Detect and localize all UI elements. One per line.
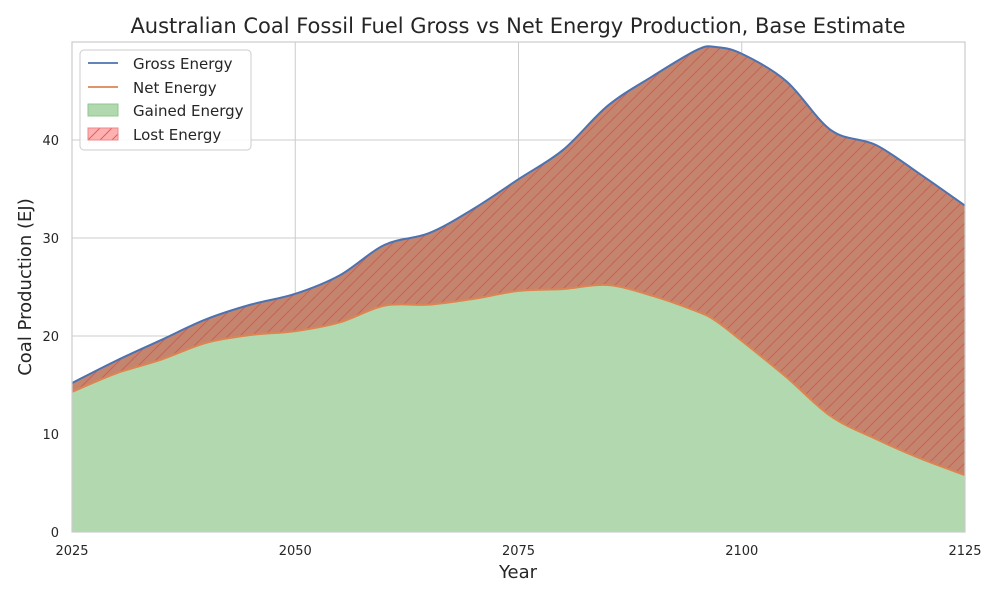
y-axis-label: Coal Production (EJ) <box>15 198 36 376</box>
legend: Gross Energy Net Energy Gained Energy Lo… <box>79 49 252 151</box>
areas <box>72 46 965 532</box>
x-axis-label: Year <box>498 562 538 583</box>
x-tick-label-0: 2025 <box>55 544 88 559</box>
x-tick-label-4: 2125 <box>948 544 981 559</box>
legend-net-label: Net Energy <box>133 79 217 97</box>
legend-box <box>79 49 252 151</box>
x-tick-label-2: 2075 <box>502 544 535 559</box>
x-ticks: 2025 2050 2075 2100 2125 <box>55 544 981 559</box>
y-tick-label-2: 20 <box>42 330 59 345</box>
y-tick-label-3: 30 <box>42 232 59 247</box>
y-ticks: 0 10 20 30 40 <box>42 134 59 541</box>
legend-lost-label: Lost Energy <box>133 126 221 144</box>
legend-gained-swatch <box>87 103 119 117</box>
lines <box>72 45 965 477</box>
gained-energy-area <box>72 284 965 532</box>
legend-gross-label: Gross Energy <box>133 55 233 73</box>
x-tick-label-3: 2100 <box>725 544 758 559</box>
x-tick-label-1: 2050 <box>279 544 312 559</box>
net-energy-line <box>72 283 965 477</box>
y-tick-label-4: 40 <box>42 134 59 149</box>
gross-energy-line <box>72 45 965 384</box>
plot-frame <box>71 41 966 533</box>
y-tick-label-1: 10 <box>42 428 59 443</box>
legend-lost-swatch-hatch <box>87 127 119 141</box>
chart-title: Australian Coal Fossil Fuel Gross vs Net… <box>130 14 905 38</box>
legend-gained-label: Gained Energy <box>133 102 244 120</box>
lost-energy-hatch <box>72 46 965 476</box>
y-tick-label-0: 0 <box>51 526 59 541</box>
